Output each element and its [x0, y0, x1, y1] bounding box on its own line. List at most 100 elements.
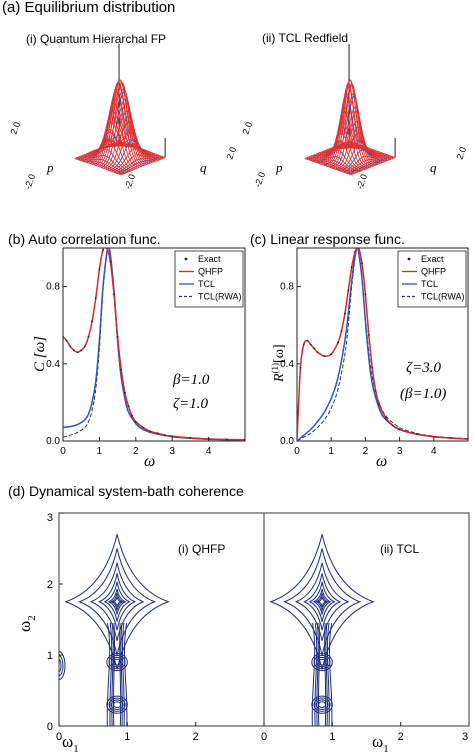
surface-mesh-line: [348, 140, 396, 158]
y-tick-label: 1: [47, 650, 53, 662]
surface-mesh-line: [116, 155, 162, 174]
contour-line: [312, 588, 332, 615]
contour-line: [314, 622, 330, 726]
contour-line: [108, 697, 126, 712]
data-point-exact: [316, 351, 319, 354]
y-tick-label: 3: [47, 512, 53, 524]
contour-line: [113, 701, 122, 709]
data-point-exact: [350, 266, 353, 269]
data-point-exact: [323, 355, 326, 357]
contour-i-xlabel-sub: 1: [73, 743, 79, 753]
x-tick-label: 2: [398, 731, 404, 743]
contour-ylabel-sub: 2: [26, 615, 38, 621]
data-point-exact: [343, 312, 346, 315]
contour-i-xlabel: ω1: [62, 732, 79, 753]
data-point-exact: [76, 351, 79, 354]
surface-mesh-line: [117, 141, 164, 159]
y-tick-label: 0: [47, 721, 53, 733]
data-point-exact: [306, 339, 309, 342]
data-point-exact: [171, 435, 174, 438]
surface-plot-qhfp: [74, 43, 166, 176]
chart-b-param-beta: β=1.0: [172, 372, 210, 388]
surface-mesh-line: [115, 155, 160, 174]
contour-i-xlabel-main: ω: [62, 732, 73, 751]
data-point-exact: [80, 349, 83, 352]
surface-i-axis-p: p: [46, 160, 54, 175]
data-point-exact: [361, 262, 363, 265]
panel-d-title: (d) Dynamical system-bath coherence: [8, 483, 244, 499]
contour-line: [269, 534, 375, 670]
series-group: [297, 248, 468, 441]
panel-a-title: (a) Equilibrium distribution: [2, 0, 175, 16]
x-tick-label: 3: [462, 731, 468, 743]
chart-b: 0 1 2 3 4 0.0 0.4 0.8 Exact QHFP TCL TCL(RWA): [46, 247, 246, 457]
legend-label: TCL(RWA): [198, 292, 242, 302]
contour-line: [317, 596, 327, 607]
contour-frame: [263, 512, 470, 727]
contour-ylabel-main: ω: [15, 621, 34, 632]
contour-ylabel: ω2: [15, 615, 38, 632]
x-tick-label: 2: [133, 446, 139, 457]
data-point-exact: [244, 438, 245, 441]
data-point-exact: [83, 345, 86, 348]
contour-group: [59, 534, 170, 726]
data-point-exact: [385, 416, 387, 419]
contour-line: [106, 653, 128, 672]
data-point-exact: [120, 368, 123, 371]
contour-ii-xlabel-sub: 1: [383, 743, 389, 753]
surface-ii-tick-q-neg: -2.0: [354, 173, 369, 191]
legend-label: TCL: [421, 279, 438, 289]
data-point-exact: [105, 248, 108, 249]
data-point-exact: [391, 424, 394, 427]
surface-mesh-line: [111, 143, 158, 161]
series-line-tclrwa: [297, 248, 468, 441]
surface-i-tick-q-pos: 2.0: [224, 146, 238, 161]
data-point-exact: [94, 297, 97, 300]
data-point-exact: [467, 438, 468, 440]
chart-c-param-zeta: ζ=3.0: [406, 360, 441, 376]
legend-label: Exact: [421, 254, 444, 264]
data-point-exact: [415, 433, 418, 436]
contour-line: [311, 653, 333, 672]
contour-line: [303, 573, 342, 631]
contour-line: [110, 593, 124, 611]
y-tick-label: 2: [47, 579, 53, 591]
surface-mesh-line: [347, 141, 394, 159]
panel-c-title: (c) Linear response func.: [250, 231, 405, 247]
x-tick-label: 0: [60, 446, 66, 457]
data-point-exact: [309, 343, 312, 346]
surface-mesh-line: [310, 155, 357, 174]
data-point-exact: [371, 366, 374, 369]
surface-ii-tick-p-neg: -2.0: [252, 171, 267, 189]
data-point-exact: [302, 343, 305, 346]
data-point-exact: [297, 440, 298, 441]
data-point-exact: [354, 250, 357, 253]
contour-line: [78, 548, 157, 656]
data-point-exact: [91, 320, 94, 323]
contour-line: [311, 622, 333, 726]
chart-c-ylabel-main: R: [272, 373, 287, 383]
legend-label: TCL: [198, 279, 215, 289]
x-tick-label: 0: [56, 731, 62, 743]
surface-mesh-line: [118, 140, 166, 158]
surface-i-tick-p-pos: 2.0: [8, 121, 22, 136]
surface-ii-axis-q: q: [430, 160, 437, 175]
contour-ii-label: (ii) TCL: [380, 542, 419, 556]
x-tick-label: 4: [206, 446, 212, 457]
legend-label: QHFP: [198, 267, 223, 277]
contour-line: [315, 593, 329, 611]
contour-line: [316, 623, 328, 726]
series-group: [63, 248, 245, 441]
chart-c-ylabel-sup: (1): [270, 363, 280, 374]
data-point-exact: [149, 430, 152, 433]
contour-line: [111, 623, 123, 726]
surface-mesh-line: [345, 155, 390, 174]
data-point-exact: [87, 335, 90, 338]
series-line-tclrwa: [63, 248, 245, 441]
legend-label: TCL(RWA): [421, 292, 465, 302]
data-point-exact: [102, 249, 104, 251]
y-tick-label: 0.0: [280, 436, 294, 447]
data-point-exact: [432, 435, 435, 438]
data-point-exact: [142, 426, 144, 429]
data-point-exact: [63, 335, 64, 338]
